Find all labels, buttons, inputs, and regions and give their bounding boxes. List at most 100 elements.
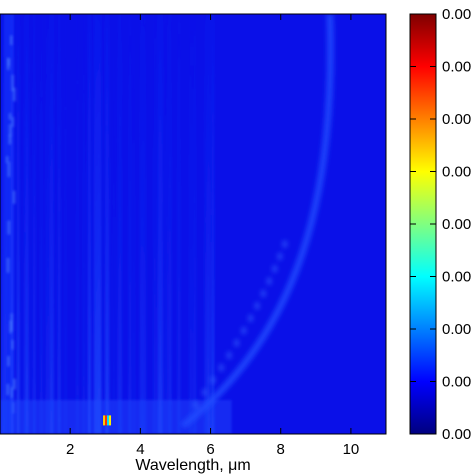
hotspot-pixel bbox=[109, 415, 112, 426]
streak bbox=[191, 14, 194, 434]
streak bbox=[210, 14, 213, 434]
streak bbox=[189, 14, 192, 434]
colorbar-tick-label: 0.00 bbox=[442, 426, 471, 443]
streak bbox=[117, 14, 119, 434]
hotspot-pixel bbox=[105, 415, 108, 426]
colorbar-tick-label: 0.00 bbox=[442, 269, 471, 286]
streak bbox=[160, 14, 164, 434]
edge-speck bbox=[9, 124, 12, 137]
ridge-speck bbox=[210, 376, 216, 384]
curved-ridge bbox=[180, 14, 334, 429]
colorbar-tick-label: 0.00 bbox=[442, 374, 471, 391]
edge-speck bbox=[8, 134, 11, 145]
x-axis: 2 4 6 8 10 bbox=[66, 14, 359, 458]
streak bbox=[205, 14, 208, 434]
streak bbox=[193, 14, 196, 434]
hotspot-pixel bbox=[103, 415, 106, 426]
ridge-speck bbox=[193, 401, 199, 409]
streak bbox=[98, 14, 102, 434]
colorbar-ticks: 0.00 0.00 0.00 0.00 0.00 0.00 0.00 0.00 0.00 bbox=[410, 6, 471, 443]
streak bbox=[49, 14, 51, 434]
streak bbox=[88, 14, 91, 434]
streak bbox=[118, 14, 122, 434]
x-tick-label: 10 bbox=[343, 441, 360, 458]
colorbar-tick-label: 0.00 bbox=[442, 321, 471, 338]
streak bbox=[153, 14, 156, 434]
edge-speck bbox=[10, 387, 13, 398]
streak bbox=[76, 14, 78, 434]
streak bbox=[95, 14, 98, 434]
streak bbox=[177, 14, 181, 434]
hotspot bbox=[103, 415, 112, 426]
edge-speck bbox=[7, 258, 10, 273]
streak bbox=[141, 14, 145, 434]
streak bbox=[104, 14, 106, 434]
x-tick-label: 8 bbox=[277, 441, 285, 458]
streak bbox=[212, 14, 215, 434]
ridge-speck bbox=[202, 388, 208, 396]
streak bbox=[46, 14, 48, 434]
streak bbox=[158, 14, 160, 434]
colorbar-tick-label: 0.00 bbox=[442, 164, 471, 181]
streak bbox=[165, 14, 168, 434]
streak bbox=[83, 14, 85, 434]
streak bbox=[23, 14, 26, 434]
streak bbox=[57, 14, 61, 434]
ridge-line bbox=[180, 14, 334, 429]
ridge-speck bbox=[234, 339, 240, 347]
streak bbox=[33, 14, 36, 434]
edge-speck bbox=[10, 35, 13, 45]
colorbar-tick-label: 0.00 bbox=[442, 216, 471, 233]
x-tick-label: 2 bbox=[66, 441, 74, 458]
streak bbox=[25, 14, 29, 434]
streak bbox=[133, 14, 135, 434]
streak bbox=[207, 14, 211, 434]
edge-speck bbox=[7, 58, 10, 67]
streak bbox=[52, 14, 54, 434]
ridge-speck bbox=[282, 240, 288, 248]
edge-speck bbox=[11, 117, 14, 127]
colorbar-tick-label: 0.00 bbox=[442, 6, 471, 23]
edge-speck bbox=[9, 320, 12, 334]
streak bbox=[144, 14, 147, 434]
edge-speck bbox=[7, 220, 10, 235]
ridge-speck bbox=[226, 351, 232, 359]
ridge-speck bbox=[254, 302, 260, 310]
streak bbox=[29, 14, 31, 434]
ridge-speck bbox=[260, 290, 266, 298]
hotspot-pixel bbox=[107, 415, 110, 426]
streak bbox=[139, 14, 141, 434]
edge-speck bbox=[7, 162, 10, 177]
edge-speck bbox=[13, 87, 16, 102]
edge-speck bbox=[13, 190, 16, 204]
edge-speck bbox=[7, 356, 10, 367]
streak bbox=[40, 14, 43, 434]
edge-speck bbox=[10, 313, 13, 332]
streak bbox=[140, 14, 142, 434]
x-axis-label: Wavelength, μm bbox=[135, 457, 250, 474]
edge-speck bbox=[11, 74, 14, 92]
ridge-speck bbox=[272, 265, 278, 273]
edge-speck bbox=[9, 113, 12, 120]
colorbar-tick-label: 0.00 bbox=[442, 111, 471, 128]
streak bbox=[143, 14, 146, 434]
streak bbox=[168, 14, 172, 434]
ridge-speck bbox=[277, 252, 283, 260]
streak bbox=[105, 14, 107, 434]
ridge-speck bbox=[218, 364, 224, 372]
x-tick-label: 6 bbox=[206, 441, 214, 458]
x-tick-label: 4 bbox=[136, 441, 144, 458]
edge-speck bbox=[13, 378, 16, 390]
edge-speck bbox=[6, 384, 9, 395]
plot-area bbox=[0, 14, 386, 434]
streak bbox=[50, 14, 54, 434]
streak bbox=[112, 14, 115, 434]
streak bbox=[17, 14, 19, 434]
edge-speck bbox=[11, 340, 14, 350]
plot-frame bbox=[0, 13, 387, 435]
ridge-speck bbox=[266, 277, 272, 285]
streak bbox=[204, 14, 206, 434]
edge-speck bbox=[6, 156, 9, 163]
vertical-streaks bbox=[0, 14, 232, 434]
